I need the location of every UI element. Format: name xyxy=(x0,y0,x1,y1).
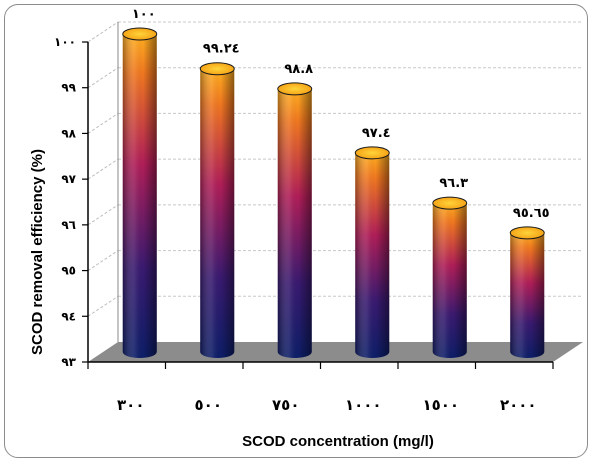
bar-cap xyxy=(432,196,468,210)
x-axis-title: SCOD concentration (mg/l) xyxy=(242,433,434,450)
bar-cap xyxy=(277,82,313,96)
data-label: ٩٨.٨ xyxy=(284,62,313,77)
bar-cap xyxy=(122,27,158,41)
y-tick-label: ٩٨ xyxy=(61,126,76,140)
data-label: ٩٥.٦٥ xyxy=(513,206,550,221)
y-tick-label: ٩٩ xyxy=(61,81,76,95)
y-axis-title: SCOD removal efficiency (%) xyxy=(29,149,46,355)
bar: ٩٧.٤ xyxy=(354,126,391,358)
y-tick-label: ٩٤ xyxy=(61,309,76,323)
gridline-diagonal xyxy=(87,21,119,43)
x-tick-label: ٣٠٠ xyxy=(117,396,144,414)
gridline-diagonal xyxy=(87,67,119,89)
bar-cap xyxy=(509,226,545,240)
bar: ٩٨.٨ xyxy=(277,62,313,358)
x-tick-label: ٧٥٠ xyxy=(272,396,299,414)
y-tick-label: ١٠٠ xyxy=(54,35,76,49)
x-tick-label: ١٠٠٠ xyxy=(345,396,382,414)
gridline-diagonal xyxy=(87,295,119,317)
bars: ١٠٠ ٩٩.٢٤ ٩٨.٨ ٩٧.٤ ٩٦.٣ ٩٥.٦٥ xyxy=(122,7,550,358)
y-tick-label: ٩٧ xyxy=(61,172,76,186)
chart-floor xyxy=(88,342,583,362)
bar: ١٠٠ xyxy=(122,7,158,358)
bar: ٩٩.٢٤ xyxy=(199,42,240,358)
data-label: ٩٩.٢٤ xyxy=(203,42,240,57)
x-tick-label: ٥٠٠ xyxy=(195,396,222,414)
gridline-diagonal xyxy=(87,113,119,134)
gridlines xyxy=(87,21,583,317)
gridline-diagonal xyxy=(87,204,119,226)
bar-shading xyxy=(277,88,312,358)
x-tick-label: ٢٠٠٠ xyxy=(500,396,537,414)
bar: ٩٦.٣ xyxy=(432,176,468,358)
bar-shading xyxy=(510,232,545,358)
y-axis-ticks: ٩٣ ٩٤ ٩٥ ٩٦ ٩٧ ٩٨ ٩٩ ١٠٠ xyxy=(54,35,88,369)
x-tick-label: ١٥٠٠ xyxy=(422,396,459,414)
gridline-diagonal xyxy=(87,250,119,271)
gridline-diagonal xyxy=(87,158,119,180)
y-tick-label: ٩٦ xyxy=(61,218,76,232)
bar-shading xyxy=(432,203,467,358)
data-label: ٩٧.٤ xyxy=(362,126,391,141)
bar: ٩٥.٦٥ xyxy=(509,206,550,358)
bar-cap xyxy=(354,146,390,160)
y-tick-label: ٩٣ xyxy=(61,355,76,369)
bar-shading xyxy=(122,34,157,358)
bar-shading xyxy=(200,68,235,358)
y-tick-label: ٩٥ xyxy=(61,264,76,278)
bar-shading xyxy=(355,152,390,358)
x-axis-ticks: ٣٠٠ ٥٠٠ ٧٥٠ ١٠٠٠ ١٥٠٠ ٢٠٠٠ xyxy=(87,362,554,414)
back-wall xyxy=(88,22,583,362)
bar-cap xyxy=(199,62,235,76)
data-label: ٩٦.٣ xyxy=(439,176,468,191)
data-label: ١٠٠ xyxy=(132,7,156,22)
